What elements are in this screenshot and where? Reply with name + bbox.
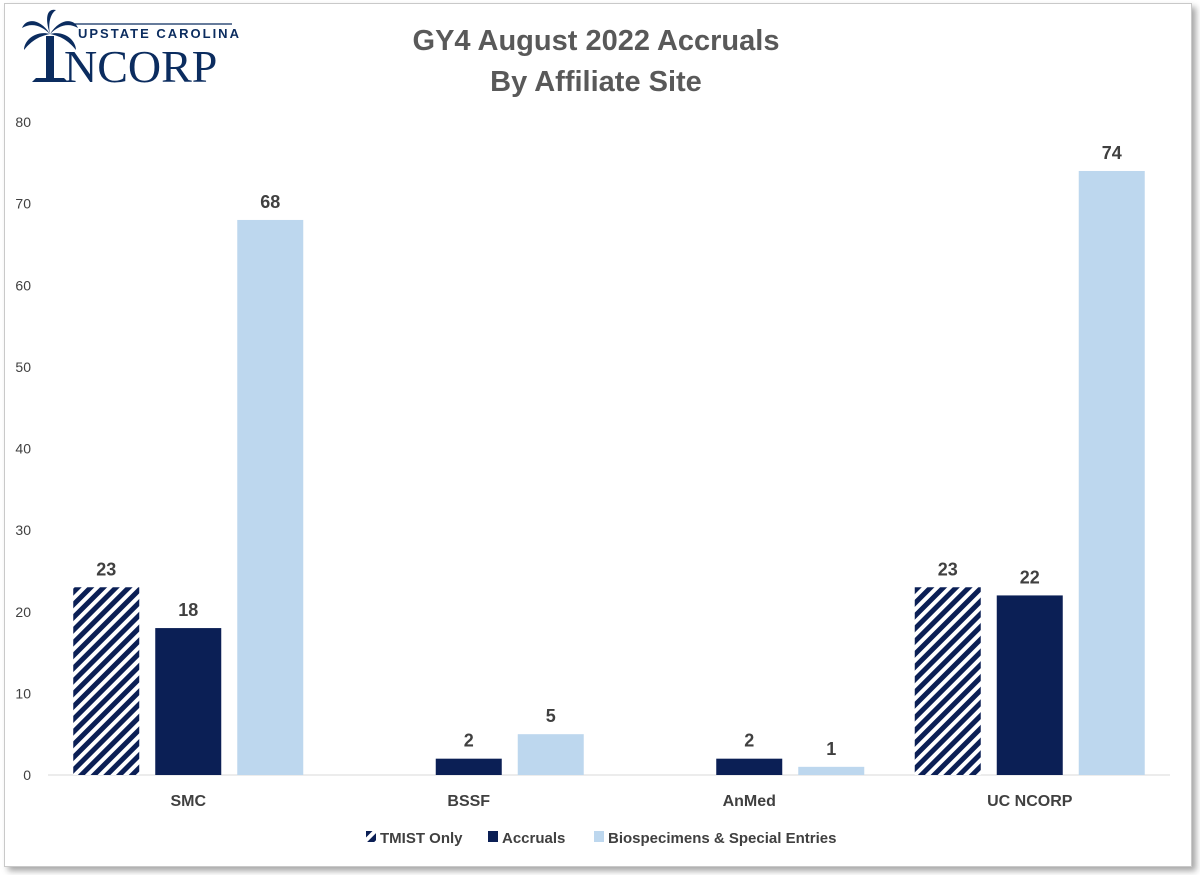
bar-accruals-bssf (435, 758, 502, 775)
bar-biospecimens-special-entries-uc-ncorp (1078, 170, 1145, 776)
y-tick-label: 30 (15, 522, 31, 538)
bar-biospecimens-special-entries-smc (237, 219, 304, 775)
bar-tmist-only-uc-ncorp (914, 587, 981, 775)
ncorp-logo: UPSTATE CAROLINA NCORP (22, 9, 241, 92)
y-tick-label: 10 (15, 685, 31, 701)
legend-label: TMIST Only (380, 830, 463, 847)
legend-label: Accruals (502, 830, 565, 847)
category-labels: SMC BSSF AnMed UC NCORP (170, 793, 1072, 810)
data-label: 2 (464, 731, 474, 751)
bar-biospecimens-special-entries-anmed (798, 766, 865, 775)
data-label: 2 (744, 731, 754, 751)
y-tick-label: 70 (15, 196, 31, 212)
bars-group: 23 18 68 2 5 2 1 23 22 74 (73, 143, 1145, 776)
data-label: 68 (260, 192, 280, 212)
y-tick-label: 50 (15, 359, 31, 375)
y-tick-label: 20 (15, 604, 31, 620)
bar-biospecimens-special-entries-bssf (517, 734, 584, 775)
data-label: 22 (1020, 567, 1040, 587)
category-label: BSSF (447, 793, 490, 810)
bar-accruals-smc (155, 628, 222, 775)
legend: TMIST Only Accruals Biospecimens & Special… (366, 830, 836, 847)
chart-title-line2: By Affiliate Site (490, 66, 702, 98)
legend-swatch (594, 831, 604, 842)
legend-swatch (488, 831, 498, 842)
chart-title-line1: GY4 August 2022 Accruals (413, 25, 780, 57)
palmetto-tree-icon (22, 9, 78, 82)
category-label: SMC (170, 793, 206, 810)
legend-label: Biospecimens & Special Entries (608, 830, 836, 847)
category-label: UC NCORP (987, 793, 1073, 810)
category-label: AnMed (723, 793, 776, 810)
bar-accruals-anmed (716, 758, 783, 775)
y-tick-label: 60 (15, 277, 31, 293)
data-label: 18 (178, 600, 198, 620)
data-label: 5 (546, 706, 556, 726)
data-label: 23 (938, 559, 958, 579)
legend-swatch (366, 831, 376, 842)
y-axis: 0 10 20 30 40 50 60 70 80 (15, 114, 31, 783)
data-label: 74 (1102, 143, 1122, 163)
data-label: 23 (96, 559, 116, 579)
y-tick-label: 0 (23, 767, 31, 783)
bar-accruals-uc-ncorp (996, 595, 1063, 775)
bar-tmist-only-smc (73, 587, 140, 775)
y-tick-label: 80 (15, 114, 31, 130)
logo-main-text: NCORP (64, 41, 217, 92)
logo-top-text: UPSTATE CAROLINA (78, 26, 241, 41)
y-tick-label: 40 (15, 441, 31, 457)
data-label: 1 (826, 739, 836, 759)
